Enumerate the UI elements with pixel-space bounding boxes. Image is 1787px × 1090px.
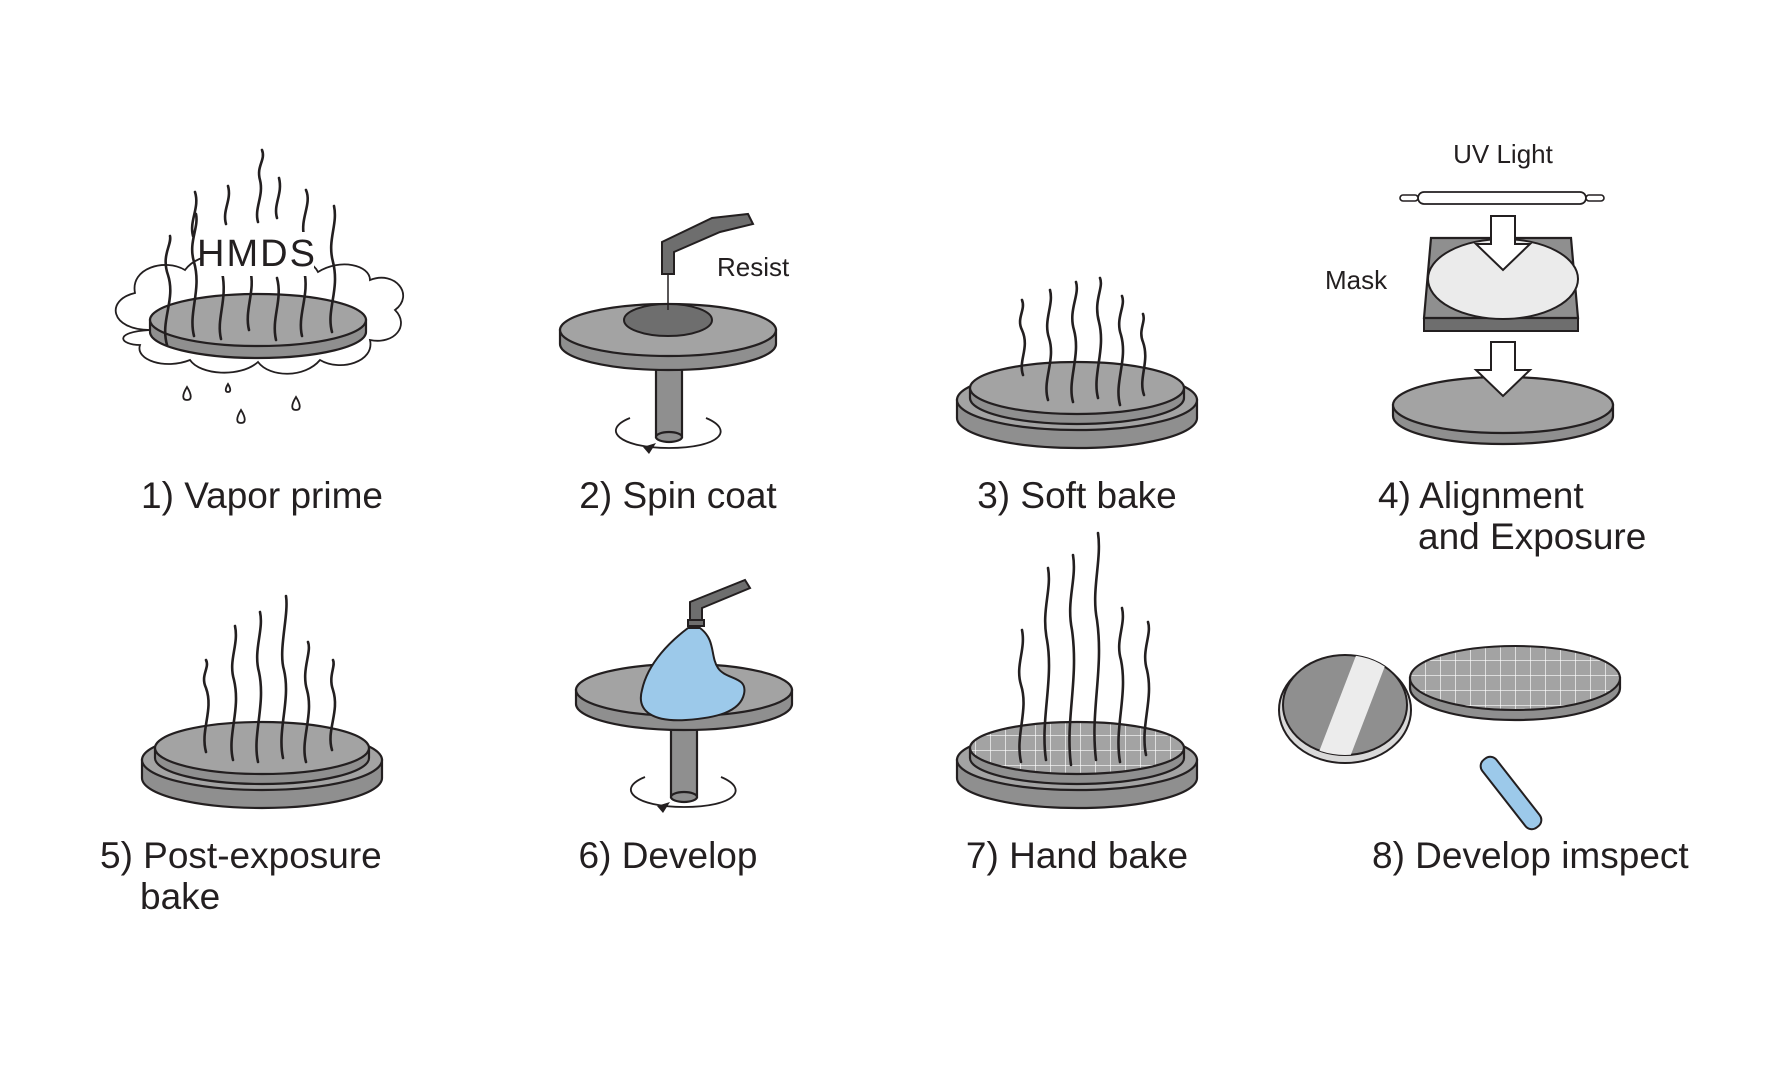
rotation-arrowhead (643, 443, 656, 454)
patterned-wafer-top (1409, 645, 1621, 711)
dispenser-nozzle-icon (661, 212, 755, 275)
step-7-label: 7) Hand bake (966, 835, 1188, 876)
hmds-label: HMDS (197, 233, 317, 275)
heat-lines-icon (1017, 531, 1151, 767)
wafer-top (968, 360, 1186, 416)
step-1-label: 1) Vapor prime (141, 475, 383, 516)
step-4-label-line1: 4) Alignment (1378, 475, 1584, 516)
vapor-lines-icon (163, 148, 337, 347)
step-3-label: 3) Soft bake (977, 475, 1177, 516)
step-5-label-line2: bake (140, 876, 220, 917)
exposure-arrow-icon (1473, 215, 1533, 272)
uv-lamp-icon (1399, 191, 1605, 205)
droplets-icon (182, 382, 301, 424)
step-8-develop-inspect: 8) Develop imspect (1278, 645, 1689, 876)
rotation-arrow-icon (630, 776, 737, 808)
step-1-vapor-prime: HMDS 1) Vapor prime (114, 148, 405, 516)
step-5-label-line1: 5) Post-exposure (100, 835, 382, 876)
step-2-label: 2) Spin coat (579, 475, 777, 516)
step-3-soft-bake: 3) Soft bake (955, 276, 1199, 516)
step-2-spin-coat: Resist 2) Spin coat (558, 212, 790, 516)
step-8-label: 8) Develop imspect (1372, 835, 1689, 876)
patterned-wafer-top (968, 720, 1186, 776)
magnifier-handle-icon (1479, 755, 1543, 831)
developer-puddle-icon (639, 627, 746, 722)
mask-label: Mask (1325, 265, 1388, 295)
heat-lines-icon (202, 594, 337, 764)
spindle-end (669, 790, 699, 804)
exposure-arrow-icon (1473, 341, 1533, 398)
step-4-alignment-exposure: UV Light Mask 4) Alignment and Exposure (1325, 139, 1646, 557)
nozzle-tip (687, 619, 705, 627)
step-6-develop: 6) Develop (574, 578, 794, 876)
uv-light-label: UV Light (1453, 139, 1553, 169)
wafer-top (153, 720, 371, 776)
resist-label: Resist (717, 252, 790, 282)
step-7-hand-bake: 7) Hand bake (955, 531, 1199, 876)
rotation-arrowhead (657, 802, 670, 813)
heat-lines-icon (1018, 276, 1147, 407)
dispenser-nozzle-icon (689, 578, 752, 621)
step-5-post-exposure-bake: 5) Post-exposure bake (100, 594, 384, 917)
step-4-label-line2: and Exposure (1418, 516, 1646, 557)
wafer-top (148, 292, 368, 348)
step-6-label: 6) Develop (579, 835, 758, 876)
hmds-label-bg (202, 232, 314, 276)
vapor-cloud-icon (114, 254, 405, 375)
spindle-end (654, 430, 684, 444)
lens-glare (1312, 655, 1395, 755)
rotation-arrow-icon (615, 417, 722, 449)
